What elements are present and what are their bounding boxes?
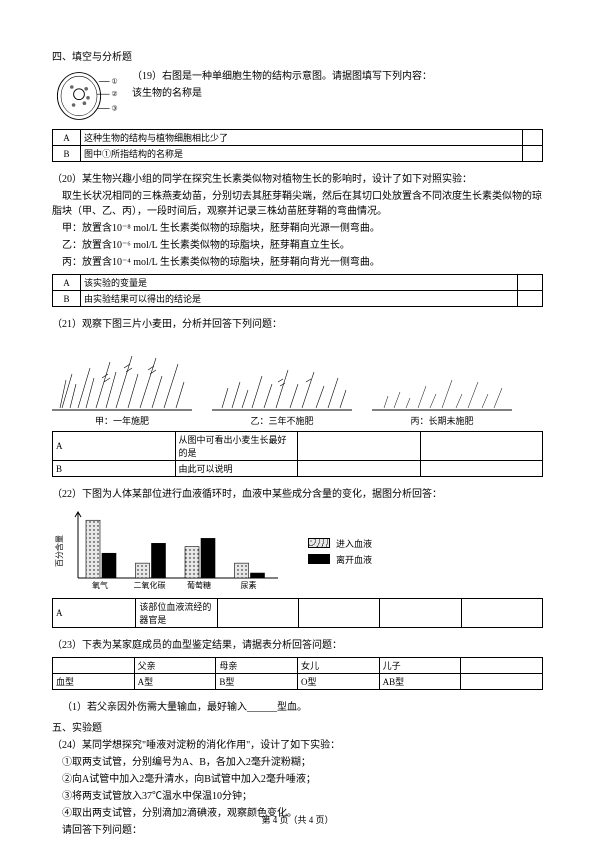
cell: AB型 bbox=[379, 674, 461, 690]
cell: 从图中可看出小麦生长最好的是 bbox=[175, 432, 298, 461]
cell: A bbox=[53, 130, 81, 146]
svg-text:二氧化碳: 二氧化碳 bbox=[134, 580, 166, 590]
cell[interactable] bbox=[522, 130, 542, 146]
q20-table: A该实验的变量是 B由实验结果可以得出的结论是 bbox=[52, 274, 543, 307]
section-heading: 四、填空与分析题 bbox=[52, 50, 543, 65]
cell: 女儿 bbox=[297, 658, 379, 674]
page-footer: 第 4 页（共 4 页） bbox=[0, 813, 595, 826]
q24-l1: （24）某同学想探究"唾液对淀粉的消化作用"，设计了如下实验： bbox=[52, 738, 543, 753]
q24-l2: ①取两支试管，分别编号为A、B，各加入2毫升淀粉糊； bbox=[52, 755, 543, 770]
cell bbox=[53, 658, 135, 674]
label-3: ③ bbox=[111, 104, 117, 112]
field-b bbox=[212, 338, 352, 412]
q22-table: A 该部位血液流经的器官是 bbox=[52, 598, 543, 628]
q19-stem2: 该生物的名称是 bbox=[132, 86, 543, 101]
cell-diagram: ① ② ③ bbox=[52, 67, 124, 125]
cell: 由此可以说明 bbox=[175, 461, 298, 477]
cell: 由实验结果可以得出的结论是 bbox=[81, 291, 518, 307]
cell[interactable] bbox=[298, 461, 421, 477]
field-a bbox=[52, 338, 192, 412]
cell: 父亲 bbox=[134, 658, 216, 674]
cell[interactable] bbox=[518, 291, 543, 307]
svg-text:尿素: 尿素 bbox=[241, 580, 257, 590]
cell[interactable] bbox=[298, 432, 421, 461]
cell: 图中①所指结构的名称是 bbox=[81, 146, 523, 162]
cell: A型 bbox=[134, 674, 216, 690]
cap-a: 甲：一年施肥 bbox=[52, 414, 192, 427]
cell[interactable] bbox=[420, 461, 543, 477]
q19-table: A这种生物的结构与植物细胞相比少了 B图中①所指结构的名称是 bbox=[52, 129, 543, 162]
cap-b: 乙：三年不施肥 bbox=[212, 414, 352, 427]
q23-table: 父亲 母亲 女儿 儿子 血型 A型 B型 O型 AB型 bbox=[52, 657, 543, 690]
q21-num: （21） bbox=[52, 319, 82, 330]
q23-stem: 下表为某家庭成员的血型鉴定结果，请据表分析回答问题： bbox=[82, 640, 342, 651]
q19-stem1: 右图是一种单细胞生物的结构示意图。请据图填写下列内容： bbox=[162, 71, 432, 82]
cell bbox=[461, 674, 543, 690]
q20-num: （20） bbox=[52, 174, 82, 185]
swatch-in bbox=[308, 538, 330, 548]
q20-l3: 甲：放置含10⁻⁸ mol/L 生长素类似物的琼脂块，胚芽鞘向光源一侧弯曲。 bbox=[52, 221, 543, 236]
cell: 血型 bbox=[53, 674, 135, 690]
cell: 母亲 bbox=[216, 658, 298, 674]
cell: 儿子 bbox=[379, 658, 461, 674]
cell: 该实验的变量是 bbox=[81, 275, 518, 291]
cell: A bbox=[53, 432, 176, 461]
field-c bbox=[372, 338, 512, 412]
legend-b: 离开血液 bbox=[336, 553, 372, 566]
cell: B型 bbox=[216, 674, 298, 690]
q21-table: A从图中可看出小麦生长最好的是 B由此可以说明 bbox=[52, 431, 543, 477]
svg-text:葡萄糖: 葡萄糖 bbox=[187, 580, 211, 590]
q20-l1: 某生物兴趣小组的同学在探究生长素类似物对植物生长的影响时，设计了如下对照实验： bbox=[82, 174, 472, 185]
cap-c: 丙：长期未施肥 bbox=[372, 414, 512, 427]
q21-stem: 观察下图三片小麦田，分析并回答下列问题： bbox=[82, 319, 282, 330]
cell: B bbox=[53, 291, 81, 307]
q24-l4: ③将两支试管放入37℃温水中保温10分钟； bbox=[52, 789, 543, 804]
wheat-fields: 甲：一年施肥 乙：三年不施肥 丙：长期未施肥 bbox=[52, 338, 543, 427]
q22-chart-wrap: 百分含量氧气 二氧化碳 葡萄糖 尿素 进入血液 离开血液 bbox=[52, 508, 543, 594]
q20-l4: 乙：放置含10⁻⁶ mol/L 生长素类似物的琼脂块，胚芽鞘直立生长。 bbox=[52, 238, 543, 253]
q22-stem: 下图为人体某部位进行血液循环时，血液中某些成分含量的变化，据图分析回答： bbox=[82, 489, 442, 500]
cell bbox=[461, 658, 543, 674]
cell[interactable] bbox=[380, 599, 461, 628]
label-1: ① bbox=[111, 77, 117, 85]
cell: 该部位血液流经的器官是 bbox=[136, 599, 217, 628]
q19-row: ① ② ③ （19）右图是一种单细胞生物的结构示意图。请据图填写下列内容： 该生… bbox=[52, 67, 543, 125]
cell: A bbox=[53, 275, 81, 291]
cell: B bbox=[53, 146, 81, 162]
cell[interactable] bbox=[299, 599, 380, 628]
q23-tail: （1）若父亲因外伤需大量输血，最好输入______型血。 bbox=[52, 700, 543, 715]
q20-l2: 取生长状况相同的三株燕麦幼苗，分别切去其胚芽鞘尖端，然后在其切口处放置含不同浓度… bbox=[52, 189, 543, 219]
swatch-out bbox=[308, 554, 330, 564]
q20-l5: 丙：放置含10⁻⁴ mol/L 生长素类似物的琼脂块，胚芽鞘向背光一侧弯曲。 bbox=[52, 255, 543, 270]
legend-a: 进入血液 bbox=[336, 537, 372, 550]
svg-text:百分含量: 百分含量 bbox=[54, 535, 64, 567]
cell[interactable] bbox=[217, 599, 298, 628]
cell: O型 bbox=[297, 674, 379, 690]
chart-legend: 进入血液 离开血液 bbox=[308, 534, 372, 569]
bar-chart: 百分含量氧气 二氧化碳 葡萄糖 尿素 bbox=[52, 508, 282, 594]
cell: A bbox=[53, 599, 136, 628]
cell[interactable] bbox=[522, 146, 542, 162]
q23-num: （23） bbox=[52, 640, 82, 651]
label-2: ② bbox=[111, 90, 117, 98]
cell[interactable] bbox=[420, 432, 543, 461]
cell[interactable] bbox=[518, 275, 543, 291]
q24-l3: ②向A试管中加入2毫升清水，向B试管中加入2毫升唾液； bbox=[52, 772, 543, 787]
q24-heading: 五、实验题 bbox=[52, 721, 543, 736]
q22-num: （22） bbox=[52, 489, 82, 500]
cell[interactable] bbox=[461, 599, 542, 628]
cell: 这种生物的结构与植物细胞相比少了 bbox=[81, 130, 523, 146]
svg-text:氧气: 氧气 bbox=[92, 580, 108, 590]
cell: B bbox=[53, 461, 176, 477]
q19-num: （19） bbox=[132, 71, 162, 82]
